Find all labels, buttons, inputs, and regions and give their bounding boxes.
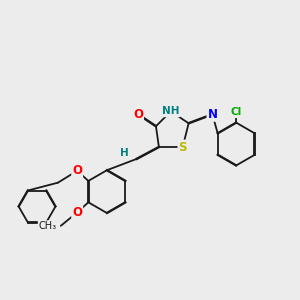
Text: S: S — [178, 140, 187, 154]
Text: N: N — [207, 108, 218, 121]
Text: CH₃: CH₃ — [38, 221, 56, 231]
Text: Cl: Cl — [231, 107, 242, 117]
Text: O: O — [72, 206, 82, 219]
Text: O: O — [133, 108, 143, 121]
Text: NH: NH — [162, 106, 180, 116]
Text: H: H — [120, 148, 129, 158]
Text: O: O — [72, 164, 82, 177]
